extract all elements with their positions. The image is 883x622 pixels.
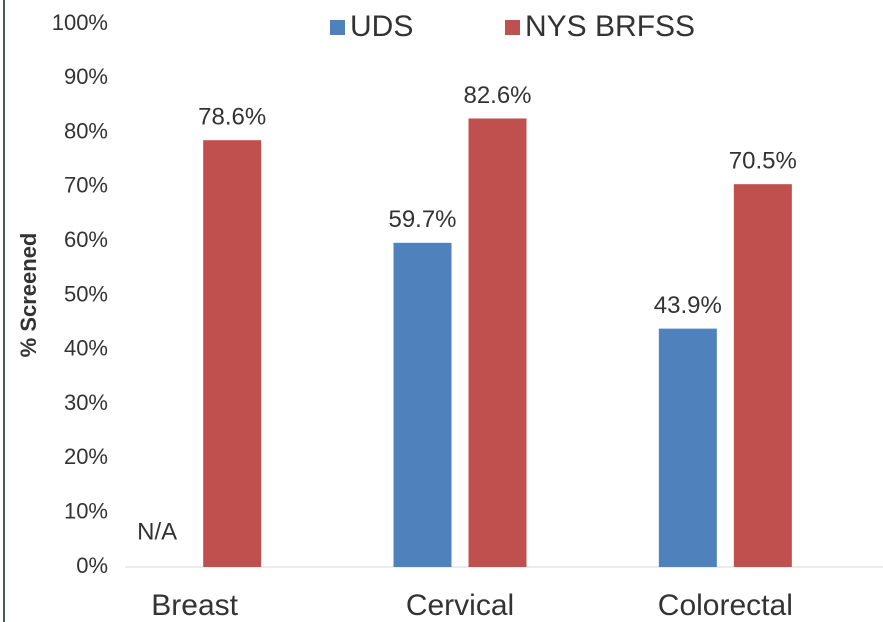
data-label: 43.9% — [654, 292, 722, 319]
x-tick-label: Colorectal — [658, 589, 793, 622]
y-tick-label: 10% — [64, 499, 108, 524]
data-label: 78.6% — [198, 104, 266, 131]
bar — [658, 328, 717, 567]
y-tick-label: 20% — [64, 444, 108, 469]
y-tick-label: 100% — [52, 10, 108, 35]
data-label: N/A — [137, 518, 177, 545]
y-axis-label: % Screened — [16, 233, 41, 358]
y-tick-label: 40% — [64, 336, 108, 361]
y-tick-label: 50% — [64, 281, 108, 306]
data-label: 82.6% — [463, 82, 531, 109]
y-tick-label: 0% — [76, 553, 108, 578]
legend-label: NYS BRFSS — [525, 10, 695, 43]
data-label: 59.7% — [388, 206, 456, 233]
bar — [393, 242, 452, 568]
bar — [203, 140, 262, 567]
y-tick-label: 80% — [64, 118, 108, 143]
data-label: 70.5% — [729, 148, 797, 175]
bar — [468, 118, 527, 568]
bar — [733, 184, 792, 567]
y-tick-label: 30% — [64, 390, 108, 415]
x-tick-label: Breast — [151, 589, 238, 622]
y-tick-label: 90% — [64, 64, 108, 89]
legend-label: UDS — [350, 10, 413, 43]
y-tick-label: 70% — [64, 173, 108, 198]
legend-swatch — [505, 20, 520, 35]
legend-swatch — [330, 20, 345, 35]
y-tick-label: 60% — [64, 227, 108, 252]
x-tick-label: Cervical — [406, 589, 514, 622]
